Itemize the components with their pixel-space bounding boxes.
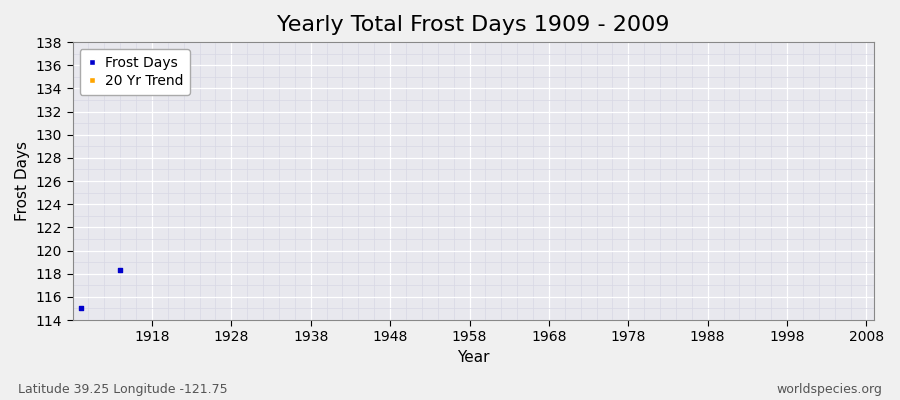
Text: worldspecies.org: worldspecies.org	[776, 383, 882, 396]
Y-axis label: Frost Days: Frost Days	[15, 141, 30, 221]
Text: Latitude 39.25 Longitude -121.75: Latitude 39.25 Longitude -121.75	[18, 383, 228, 396]
Title: Yearly Total Frost Days 1909 - 2009: Yearly Total Frost Days 1909 - 2009	[277, 15, 670, 35]
Point	[73, 305, 87, 312]
X-axis label: Year: Year	[457, 350, 490, 365]
Point	[113, 267, 128, 274]
Legend: Frost Days, 20 Yr Trend: Frost Days, 20 Yr Trend	[79, 49, 190, 95]
